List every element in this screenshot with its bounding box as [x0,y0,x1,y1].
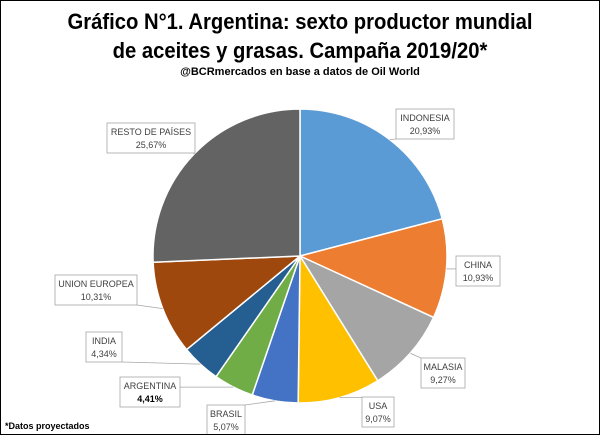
chart-title: Gráfico N°1. Argentina: sexto productor … [25,7,575,65]
footnote: *Datos proyectados [5,421,90,431]
pie-slices [152,108,448,404]
category-label: UNION EUROPEA [58,279,134,289]
data-label-box [54,274,138,306]
category-label: INDIA [92,336,116,346]
data-label-argentina: ARGENTINA 4,41% [119,376,181,408]
data-label-indonesia: INDONESIA 20,93% [395,108,455,140]
category-label: RESTO DE PAÍSES [111,127,191,137]
pie-slice-malasia [298,254,435,382]
leader-line-malasia [410,352,422,359]
chart-subtitle: @BCRmercados en base a datos de Oil Worl… [180,66,420,78]
chart-title-line2: de aceites y grasas. Campaña 2019/20* [112,38,488,63]
leader-line-brasil [244,400,275,406]
data-label-box [420,357,466,389]
category-label: MALASIA [423,362,462,372]
value-label: 5,07% [213,422,239,432]
leader-line-union-europea [136,304,163,309]
value-label: 25,67% [136,140,167,150]
value-label: 9,07% [365,414,391,424]
data-label-malasia: MALASIA 9,27% [420,357,466,389]
data-label-india: INDIA 4,34% [85,331,123,363]
chart-title-line1: Gráfico N°1. Argentina: sexto productor … [67,9,533,34]
data-label-box [206,404,246,434]
value-label: 20,93% [410,126,441,136]
data-label-box [455,255,501,287]
category-label: INDONESIA [400,113,450,123]
value-label: 4,34% [91,349,117,359]
value-label: 4,41% [137,394,163,404]
category-label: ARGENTINA [124,381,177,391]
category-label: BRASIL [210,409,242,419]
leader-line-indonesia [389,138,397,140]
data-label-resto-de-paises: RESTO DE PAÍSES 25,67% [106,122,196,154]
data-label-box [85,331,123,363]
data-labels: INDONESIA 20,93% CHINA 10,93% MALASIA 9,27% US… [54,108,501,434]
category-label: USA [369,401,388,411]
pie-slice-union-europea [152,255,303,351]
value-label: 9,27% [430,375,456,385]
data-label-box [106,122,196,154]
value-label: 10,93% [463,273,494,283]
data-label-usa: USA 9,07% [361,396,395,428]
category-label: CHINA [464,260,492,270]
value-label: 10,31% [81,292,112,302]
leader-lines [121,138,456,406]
data-label-china: CHINA 10,93% [455,255,501,287]
leader-line-india [121,361,201,365]
data-label-box [361,396,395,428]
data-label-brasil: BRASIL 5,07% [206,404,246,434]
data-label-box [395,108,455,140]
data-label-union-europea: UNION EUROPEA 10,31% [54,274,138,306]
data-label-box [119,376,181,408]
